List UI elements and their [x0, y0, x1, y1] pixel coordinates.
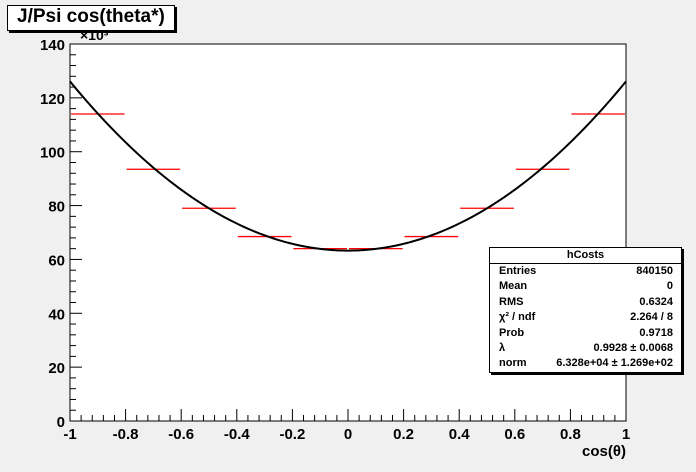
stats-row: Mean 0: [490, 279, 681, 294]
stats-value: 0.9928 ± 0.0068: [593, 341, 673, 354]
chart-title: J/Psi cos(theta*): [7, 5, 175, 31]
stats-value: 6.328e+04 ± 1.269e+02: [556, 357, 673, 370]
x-tick-label: 0: [344, 426, 352, 443]
x-tick-label: 0.8: [560, 426, 581, 443]
x-tick-label: 1: [622, 426, 630, 443]
stats-title: hCosts: [490, 248, 681, 264]
y-tick-label: 0: [57, 414, 65, 431]
stats-row: χ² / ndf 2.264 / 8: [490, 310, 681, 325]
y-tick-label: 40: [48, 306, 65, 323]
x-tick-label: 0.2: [393, 426, 414, 443]
stats-row: λ 0.9928 ± 0.0068: [490, 341, 681, 356]
y-tick-label: 140: [40, 37, 65, 54]
fit-curve: [69, 80, 627, 252]
stats-row: norm 6.328e+04 ± 1.269e+02: [490, 356, 681, 371]
stats-row: Entries 840150: [490, 264, 681, 279]
x-tick-label: 0.4: [449, 426, 471, 443]
stats-label: Entries: [499, 265, 537, 277]
stats-row: RMS 0.6324: [490, 295, 681, 310]
stats-label: norm: [499, 357, 527, 370]
stats-value: 2.264 / 8: [630, 311, 673, 324]
stats-label: Mean: [499, 280, 528, 293]
y-tick-label: 120: [40, 91, 65, 108]
stats-label: χ² / ndf: [499, 311, 536, 324]
stats-value: 0: [666, 280, 673, 293]
stats-label: Prob: [499, 326, 525, 339]
x-tick-label: -0.2: [279, 426, 305, 443]
x-tick-label: -0.6: [168, 426, 194, 443]
y-tick-label: 100: [40, 145, 65, 162]
y-tick-label: 60: [48, 252, 65, 269]
stats-label: RMS: [499, 295, 524, 308]
stats-value: 840150: [636, 265, 673, 277]
stats-label: λ: [499, 341, 506, 354]
stats-value: 0.9718: [639, 326, 673, 339]
stats-rows: Entries 840150 Mean 0 RMS 0.6324 χ² / ndf 2.264…: [490, 264, 681, 372]
x-tick-label: -0.8: [113, 426, 139, 443]
y-tick-label: 80: [48, 199, 65, 216]
stats-box: hCosts Entries 840150 Mean 0 RMS 0.6324 χ² / n…: [489, 247, 682, 373]
stats-value: 0.6324: [639, 295, 673, 308]
x-tick-label: -1: [63, 426, 76, 443]
x-axis-title: cos(θ): [582, 443, 626, 460]
y-exponent-label: ×10³: [80, 27, 109, 43]
stats-row: Prob 0.9718: [490, 326, 681, 341]
x-tick-label: -0.4: [224, 426, 251, 443]
y-tick-label: 20: [48, 360, 65, 377]
x-tick-label: 0.6: [504, 426, 525, 443]
axes: -1 -0.8 -0.6 -0.4 -0.2 0 0.2 0.4 0.6 0.8 1 0 20 40 60 8…: [40, 37, 630, 443]
